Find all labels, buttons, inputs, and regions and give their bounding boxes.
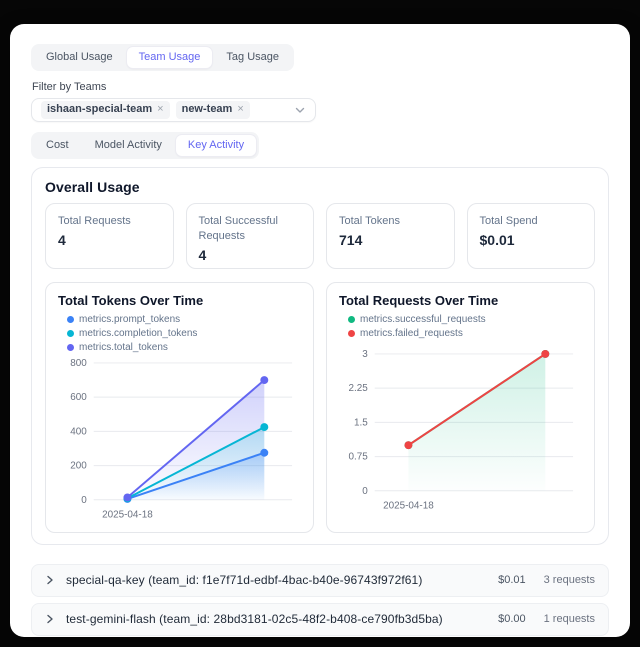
stat-total-successful-requests: Total Successful Requests 4 (185, 203, 314, 269)
svg-text:3: 3 (362, 349, 368, 360)
legend-label: metrics.completion_tokens (79, 328, 198, 339)
stat-label: Total Spend (479, 215, 538, 227)
legend-dot-icon (67, 316, 74, 323)
tab-team-usage[interactable]: Team Usage (126, 47, 213, 68)
svg-text:2025-04-18: 2025-04-18 (102, 510, 153, 521)
legend-item: metrics.prompt_tokens (67, 314, 180, 325)
filter-by-teams-label: Filter by Teams (32, 81, 107, 93)
svg-text:800: 800 (70, 358, 87, 369)
tab-model-activity[interactable]: Model Activity (83, 135, 174, 156)
stats-grid: Total Requests 4 Total Successful Reques… (45, 203, 595, 269)
requests-chart-plot: 0 0.75 1.5 2.25 3 2025-04-18 (348, 349, 574, 512)
svg-text:1.5: 1.5 (354, 417, 368, 428)
stat-total-requests: Total Requests 4 (45, 203, 174, 269)
chevron-down-icon[interactable] (294, 104, 306, 116)
remove-tag-icon[interactable]: × (237, 103, 244, 116)
legend-item: metrics.successful_requests (348, 314, 486, 325)
svg-text:200: 200 (70, 461, 87, 472)
usage-scope-tabs: Global Usage Team Usage Tag Usage (31, 44, 295, 71)
tab-global-usage[interactable]: Global Usage (34, 47, 125, 68)
key-name: special-qa-key (team_id: f1e7f71d-edbf-4… (66, 573, 423, 588)
key-row-test-gemini-flash[interactable]: test-gemini-flash (team_id: 28bd3181-02c… (31, 602, 609, 636)
tokens-chart-plot: 0 200 400 600 800 2025-04-18 (70, 358, 293, 521)
tab-tag-usage[interactable]: Tag Usage (214, 47, 291, 68)
legend-dot-icon (67, 344, 74, 351)
stat-value: 4 (58, 231, 66, 248)
charts-grid: Total Tokens Over Time metrics.prompt_to… (45, 282, 595, 533)
legend-item: metrics.total_tokens (67, 342, 168, 353)
key-name: test-gemini-flash (team_id: 28bd3181-02c… (66, 612, 443, 627)
key-row-special-qa-key[interactable]: special-qa-key (team_id: f1e7f71d-edbf-4… (31, 563, 609, 597)
remove-tag-icon[interactable]: × (157, 103, 164, 116)
key-request-count: 1 requests (543, 613, 595, 626)
chart-title: Total Tokens Over Time (58, 293, 204, 308)
chart-title: Total Requests Over Time (339, 293, 499, 308)
legend-item: metrics.completion_tokens (67, 328, 197, 339)
usage-dashboard-panel: Global Usage Team Usage Tag Usage Filter… (10, 24, 630, 637)
legend-dot-icon (67, 330, 74, 337)
svg-text:2.25: 2.25 (348, 383, 368, 394)
stat-label: Total Successful Requests (198, 215, 278, 242)
stat-total-tokens: Total Tokens 714 (326, 203, 455, 269)
svg-text:2025-04-18: 2025-04-18 (383, 501, 434, 512)
team-tag-label: ishaan-special-team (47, 103, 153, 116)
requests-over-time-chart: Total Requests Over Time metrics.success… (326, 282, 595, 533)
chart-legend: metrics.successful_requests metrics.faile… (348, 314, 582, 344)
legend-dot-icon (348, 330, 355, 337)
stat-value: 4 (198, 246, 207, 263)
overall-usage-title: Overall Usage (45, 179, 140, 195)
team-tag: ishaan-special-team × (41, 101, 170, 119)
chevron-right-icon[interactable] (45, 575, 55, 585)
overall-usage-card: Overall Usage Total Requests 4 Total Suc… (31, 167, 609, 545)
key-request-count: 3 requests (543, 574, 595, 587)
stat-total-spend: Total Spend $0.01 (466, 203, 595, 269)
stat-label: Total Requests (58, 215, 131, 227)
legend-label: metrics.failed_requests (360, 328, 463, 339)
svg-text:0: 0 (81, 495, 87, 506)
stat-label: Total Tokens (339, 215, 400, 227)
legend-dot-icon (348, 316, 355, 323)
svg-text:0.75: 0.75 (348, 452, 368, 463)
legend-label: metrics.total_tokens (79, 342, 168, 353)
svg-text:600: 600 (70, 392, 87, 403)
chart-legend: metrics.prompt_tokens metrics.completion_… (67, 314, 301, 353)
key-spend: $0.00 (498, 613, 526, 626)
legend-item: metrics.failed_requests (348, 328, 463, 339)
legend-label: metrics.successful_requests (360, 314, 486, 325)
tab-cost[interactable]: Cost (34, 135, 81, 156)
svg-text:0: 0 (362, 486, 368, 497)
tab-key-activity[interactable]: Key Activity (175, 135, 257, 156)
team-tag: new-team × (175, 101, 250, 119)
key-metrics: $0.01 3 requests (498, 574, 595, 586)
tokens-over-time-chart: Total Tokens Over Time metrics.prompt_to… (45, 282, 314, 533)
svg-text:400: 400 (70, 426, 87, 437)
stat-value: $0.01 (479, 231, 515, 248)
legend-label: metrics.prompt_tokens (79, 314, 181, 325)
stat-value: 714 (339, 231, 363, 248)
activity-tabs: Cost Model Activity Key Activity (31, 132, 260, 159)
team-tag-label: new-team (181, 103, 233, 116)
teams-multiselect[interactable]: ishaan-special-team × new-team × (31, 98, 316, 122)
chevron-right-icon[interactable] (45, 614, 55, 624)
key-spend: $0.01 (498, 574, 526, 587)
key-metrics: $0.00 1 requests (498, 613, 595, 625)
